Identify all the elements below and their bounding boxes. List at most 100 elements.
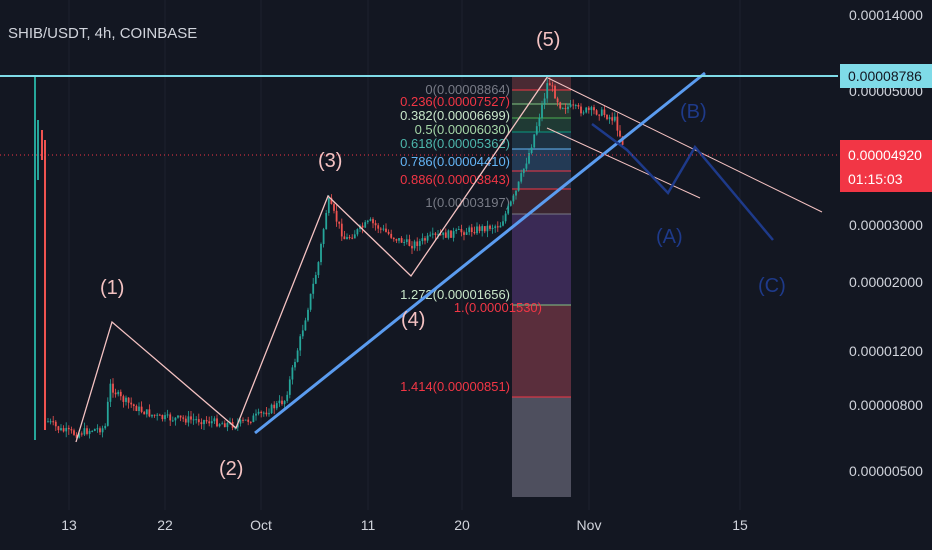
symbol-title: SHIB/USDT, 4h, COINBASE	[8, 25, 197, 42]
candle-body	[208, 421, 211, 424]
candle-body	[499, 225, 502, 228]
candle-body	[203, 420, 205, 425]
candle-body	[221, 423, 224, 425]
candle-body	[385, 228, 387, 232]
candle-body	[281, 400, 283, 405]
candle-body	[424, 238, 426, 241]
candle-body	[291, 367, 294, 380]
x-tick-label: 15	[732, 517, 748, 533]
candle-body	[275, 403, 278, 409]
candle-body	[382, 228, 385, 230]
x-tick-label: 13	[61, 517, 77, 533]
candle-body	[343, 236, 346, 240]
candle-body	[340, 223, 343, 237]
candle-body	[249, 421, 252, 423]
abc-projection	[591, 122, 774, 241]
candle-body	[47, 421, 49, 423]
candle-body	[439, 234, 442, 236]
candle-body	[463, 232, 465, 235]
candle-body	[148, 409, 151, 417]
candle-body	[143, 411, 146, 415]
candle-body	[369, 219, 372, 221]
candle-body	[65, 427, 68, 432]
candle-body	[304, 320, 307, 331]
candle-body	[431, 233, 434, 235]
candle-body	[587, 107, 590, 111]
candle-body	[400, 238, 403, 243]
candle-body	[190, 416, 192, 420]
candle-body	[205, 420, 208, 422]
candle-body	[140, 406, 143, 412]
candle-body	[595, 110, 598, 115]
candle-body	[288, 379, 291, 395]
candle-body	[616, 116, 619, 131]
candle-body	[158, 414, 161, 416]
candle-body	[366, 220, 369, 223]
candle-body	[559, 102, 562, 109]
trendline[interactable]	[254, 71, 706, 435]
candle-body	[122, 396, 125, 402]
candle-body	[78, 433, 81, 438]
candle-body	[320, 243, 322, 263]
candle-body	[307, 309, 309, 321]
candle-body	[252, 415, 255, 423]
grid	[68, 0, 741, 510]
candle-body	[515, 190, 517, 196]
y-axis[interactable]: 0.00014000 0.00005000 0.00003000 0.00002…	[849, 7, 923, 479]
candle-body	[455, 229, 458, 232]
fib-zone[interactable]	[512, 76, 571, 497]
x-axis[interactable]: 13 22 Oct 11 20 Nov 15	[61, 517, 748, 533]
candle-body	[218, 424, 221, 427]
candle-body	[262, 412, 265, 414]
x-tick-label: Oct	[250, 517, 272, 533]
candle-body	[494, 226, 497, 228]
price-line-label: 0.00008786	[840, 64, 932, 88]
candle-body	[210, 421, 213, 424]
candle-body	[489, 225, 491, 229]
candle-body	[390, 233, 393, 238]
candle-body	[434, 233, 437, 235]
candle-body	[502, 221, 504, 226]
candle-body	[96, 428, 99, 430]
candle-body	[377, 225, 380, 229]
candle-body	[177, 415, 179, 418]
svg-text:0.00004920: 0.00004920	[848, 147, 922, 163]
candle-body	[483, 226, 486, 232]
candle-body	[283, 400, 286, 405]
y-tick-label: 0.00000800	[849, 397, 923, 413]
candle-body	[278, 400, 281, 404]
candle-body	[379, 228, 382, 230]
candle-body	[611, 117, 614, 121]
candle-body	[476, 226, 478, 234]
candle-body	[546, 83, 549, 99]
candle-body	[75, 434, 78, 438]
candle-body	[73, 430, 75, 435]
candle-body	[270, 404, 273, 414]
candle-body	[213, 418, 216, 422]
candle-body	[257, 411, 260, 414]
candle-body	[125, 397, 127, 402]
candle-body	[93, 428, 96, 431]
candle-body	[346, 237, 348, 240]
candle-body	[138, 406, 140, 412]
candle-body	[114, 392, 117, 395]
candle-body	[548, 83, 551, 86]
candle-body	[130, 402, 133, 405]
candle-body	[533, 134, 536, 148]
candle-body	[333, 204, 335, 211]
candle-body	[88, 430, 91, 434]
candle-body	[481, 226, 484, 231]
candle-body	[351, 237, 354, 239]
candle-body	[561, 108, 564, 110]
candle-body	[450, 230, 452, 238]
candle-body	[242, 419, 244, 421]
candle-body	[403, 242, 406, 244]
candle-body	[260, 411, 263, 414]
candle-body	[429, 234, 432, 236]
candle-body	[442, 232, 445, 236]
candle-body	[603, 109, 606, 115]
candle-body	[161, 415, 164, 420]
countdown: 01:15:03	[848, 171, 903, 187]
candle-body	[179, 415, 182, 418]
